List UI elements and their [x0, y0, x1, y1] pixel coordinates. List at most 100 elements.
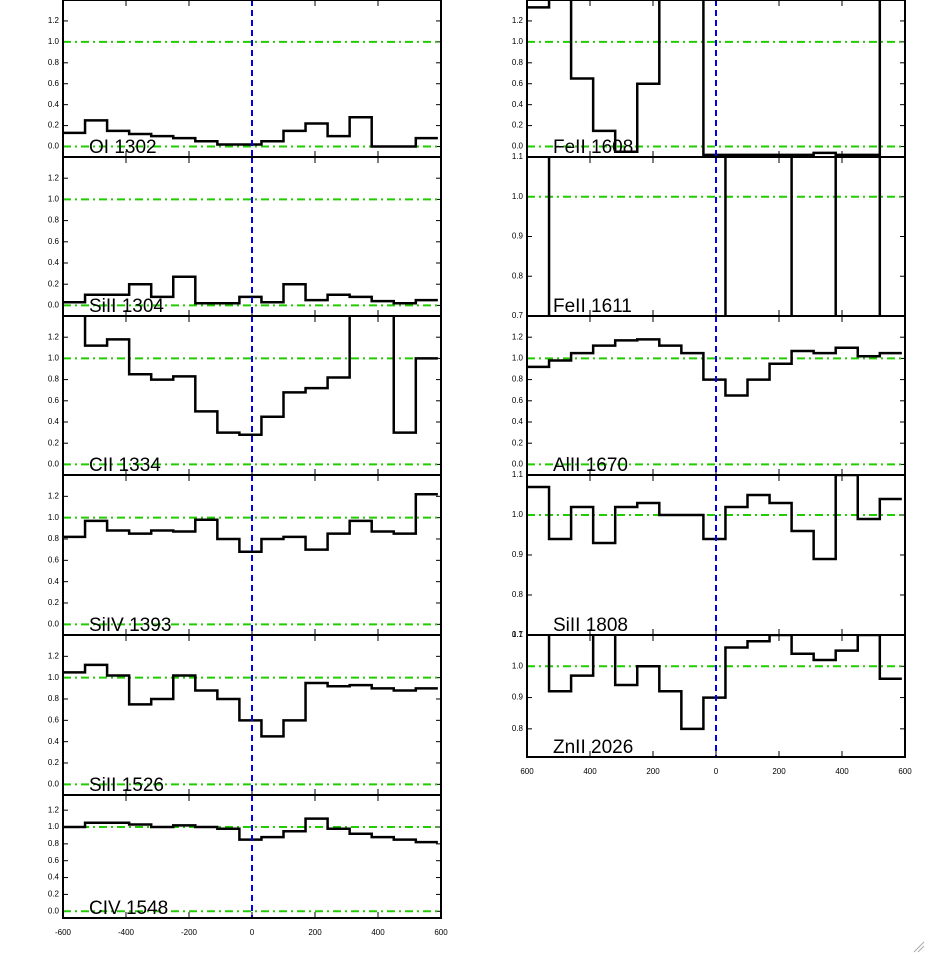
y-tick-label: 0.8 — [48, 375, 60, 384]
x-tick-label: 600 — [898, 767, 912, 776]
y-tick-label: 0.0 — [512, 460, 524, 469]
panel: 0.0 0.2 0.4 0.6 0.8 1.0 1.2 AlII 1670 — [512, 315, 906, 476]
y-tick-label: 1.2 — [512, 332, 524, 341]
y-tick-label: 1.2 — [48, 805, 60, 814]
y-tick-label: 0.6 — [48, 715, 60, 724]
y-tick-label: 1.2 — [48, 16, 60, 25]
y-tick-label: 0.6 — [48, 555, 60, 564]
y-tick-label: 0.4 — [48, 417, 60, 426]
panel-label: SiIV 1393 — [89, 615, 171, 636]
y-tick-label: 1.0 — [512, 354, 524, 363]
y-tick-label: 0.0 — [48, 460, 60, 469]
y-tick-label: 0.7 — [512, 630, 524, 639]
y-tick-label: 0.6 — [48, 396, 60, 405]
x-tick-label: 0 — [714, 767, 719, 776]
y-tick-label: 0.8 — [512, 58, 524, 67]
y-tick-label: 1.0 — [48, 513, 60, 522]
y-tick-label: 1.1 — [512, 152, 524, 161]
x-tick-label: -200 — [181, 928, 198, 937]
spectrum-step — [527, 475, 902, 561]
y-tick-label: 0.2 — [48, 438, 60, 447]
y-tick-label: 1.0 — [512, 661, 524, 670]
spectrum-step — [63, 663, 438, 738]
y-tick-label: 0.6 — [48, 79, 60, 88]
x-tick-label: 0 — [250, 928, 255, 937]
y-tick-label: 0.6 — [512, 79, 524, 88]
panel: 0.0 0.2 0.4 0.6 0.8 1.0 1.2 CII 1334 — [48, 315, 442, 476]
y-tick-label: 0.6 — [48, 237, 60, 246]
x-tick-label: -600 — [55, 928, 72, 937]
panel: 0.0 0.2 0.4 0.6 0.8 1.0 1.2 OI 1302 — [48, 0, 442, 158]
panel: 0.0 0.2 0.4 0.6 0.8 1.0 1.2 SiII 1304 — [48, 156, 442, 317]
y-tick-label: 0.0 — [48, 906, 60, 915]
x-tick-label: 200 — [646, 767, 660, 776]
y-tick-label: 0.4 — [512, 100, 524, 109]
panel: 0.8 0.9 1.0 1.1 600 400 200 0 200 400 600 ZnII 2026 — [512, 630, 912, 776]
spectrum-step — [63, 275, 438, 305]
panel-label: FeII 1608 — [553, 137, 633, 158]
x-tick-label: 200 — [308, 928, 322, 937]
y-tick-label: 0.8 — [512, 375, 524, 384]
y-tick-label: 0.4 — [48, 100, 60, 109]
y-tick-label: 0.2 — [48, 890, 60, 899]
panel: 0.0 0.2 0.4 0.6 0.8 1.0 1.2 -600 -400 -200 0 200 400… — [48, 794, 448, 937]
y-tick-label: 0.8 — [48, 58, 60, 67]
y-tick-label: 0.2 — [512, 121, 524, 130]
panel-label: AlII 1670 — [553, 455, 628, 476]
y-tick-label: 1.0 — [512, 37, 524, 46]
panel-frame — [526, 634, 906, 758]
spectrum-step — [63, 817, 438, 844]
panel-label: CIV 1548 — [89, 898, 168, 919]
x-tick-label: 600 — [434, 928, 448, 937]
y-tick-label: 0.8 — [48, 694, 60, 703]
y-tick-label: 0.2 — [48, 279, 60, 288]
x-tick-label: 600 — [520, 767, 534, 776]
x-tick-label: 200 — [772, 767, 786, 776]
panel: 0.0 0.2 0.4 0.6 0.8 1.0 1.2 SiII 1526 — [48, 634, 442, 796]
x-tick-label: 400 — [583, 767, 597, 776]
y-tick-label: 0.4 — [512, 417, 524, 426]
y-tick-label: 0.2 — [48, 121, 60, 130]
y-tick-label: 0.4 — [48, 873, 60, 882]
panel-label: CII 1334 — [89, 455, 161, 476]
panel-label: SiII 1808 — [553, 615, 628, 636]
panel: 0.0 0.2 0.4 0.6 0.8 1.0 1.2 FeII 1608 — [512, 0, 906, 158]
panel-label: OI 1302 — [89, 137, 157, 158]
y-tick-label: 0.8 — [48, 839, 60, 848]
y-tick-label: 1.2 — [48, 332, 60, 341]
panel-label: SiII 1526 — [89, 775, 164, 796]
panel-frame — [62, 794, 442, 919]
panel-label: FeII 1611 — [553, 296, 632, 317]
y-tick-label: 0.2 — [48, 758, 60, 767]
spectrum-step — [547, 635, 902, 731]
x-tick-label: -400 — [118, 928, 135, 937]
spectrum-step — [527, 0, 882, 157]
y-tick-label: 0.8 — [48, 534, 60, 543]
y-tick-label: 1.2 — [48, 651, 60, 660]
panel: 0.7 0.8 0.9 1.0 1.1 SiII 1808 — [512, 470, 906, 639]
y-tick-label: 1.0 — [512, 510, 524, 519]
y-tick-label: 0.9 — [512, 550, 524, 559]
x-tick-label: 400 — [835, 767, 849, 776]
y-tick-label: 0.4 — [48, 577, 60, 586]
y-tick-label: 1.1 — [512, 470, 524, 479]
panel: 0.0 0.2 0.4 0.6 0.8 1.0 1.2 SiIV 1393 — [48, 474, 442, 636]
y-tick-label: 0.0 — [48, 301, 60, 310]
y-tick-label: 0.9 — [512, 232, 524, 241]
y-tick-label: 0.2 — [512, 438, 524, 447]
y-tick-label: 1.0 — [48, 37, 60, 46]
y-tick-label: 1.1 — [512, 630, 524, 639]
spectrum-step — [83, 316, 438, 436]
y-tick-label: 1.2 — [48, 491, 60, 500]
y-tick-label: 0.6 — [48, 856, 60, 865]
y-tick-label: 0.8 — [48, 216, 60, 225]
y-tick-label: 1.0 — [48, 354, 60, 363]
y-tick-label: 1.0 — [48, 673, 60, 682]
spectrum-step — [63, 492, 438, 554]
y-tick-label: 0.8 — [512, 590, 524, 599]
spectrum-step — [63, 115, 438, 148]
y-tick-label: 1.2 — [512, 16, 524, 25]
y-tick-label: 0.0 — [512, 142, 524, 151]
y-tick-label: 0.8 — [512, 724, 524, 733]
